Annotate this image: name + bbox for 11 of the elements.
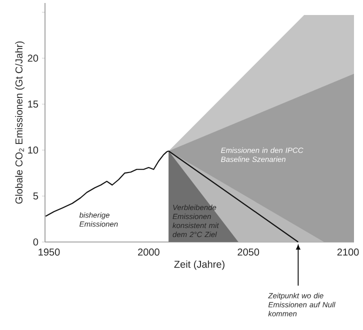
x-tick-label: 2000 xyxy=(138,248,160,256)
y-tick-label: 5 xyxy=(33,192,38,200)
y-tick-label: 20 xyxy=(28,54,38,62)
x-axis-title: Zeit (Jahre) xyxy=(174,260,224,270)
y-tick-label: 0 xyxy=(33,238,38,246)
y-tick-label: 15 xyxy=(28,100,38,108)
y-tick-label: 10 xyxy=(28,146,38,154)
x-tick-label: 2050 xyxy=(238,248,260,256)
y-axis-title: Globale CO$_{2}$ Emissionen (Gt C/Jahr) xyxy=(15,41,24,204)
x-tick-label: 1950 xyxy=(38,248,60,256)
x-tick-label: 2100 xyxy=(337,248,359,256)
